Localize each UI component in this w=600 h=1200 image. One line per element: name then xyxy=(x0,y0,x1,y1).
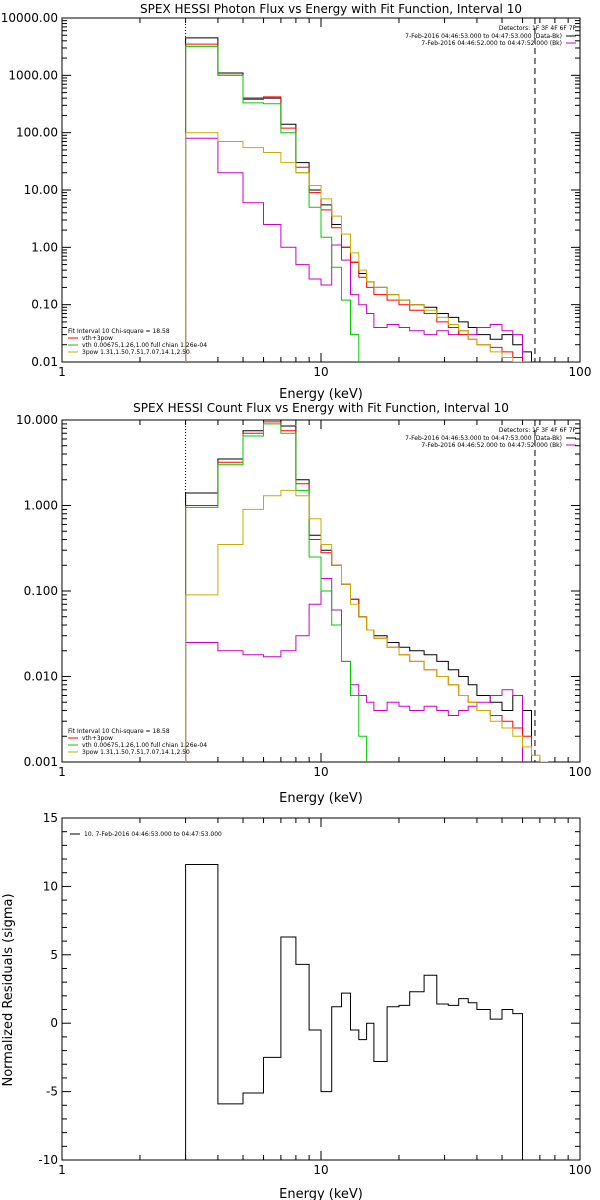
count-y-tick-label: 0.001 xyxy=(24,755,58,769)
count-legend-right-header: Detectors: 1F 3F 4F 6F 7F xyxy=(499,427,577,434)
count-legend-right-entry: 7-Feb-2016 04:46:52.000 to 04:47:52.000 … xyxy=(421,442,562,449)
photon-flux-panel: SPEX HESSI Photon Flux vs Energy with Fi… xyxy=(1,2,592,402)
resid-y-tick-label: 5 xyxy=(50,948,58,962)
photon-legend-right-header: Detectors: 1F 3F 4F 6F 7F xyxy=(499,25,577,32)
count-x-tick-label: 10 xyxy=(313,765,328,779)
resid-x-tick-label: 1 xyxy=(58,1163,66,1177)
count-y-tick-label: 0.100 xyxy=(24,584,58,598)
photon-series-group xyxy=(185,37,532,362)
photon-series-bk xyxy=(185,137,523,362)
photon-x-tick-label: 1 xyxy=(58,365,66,379)
photon-series-vth-3pow xyxy=(185,43,532,362)
photon-y-tick-label: 10.00 xyxy=(24,183,58,197)
resid-plot-frame xyxy=(61,817,581,1161)
resid-x-tick-label: 100 xyxy=(569,1163,592,1177)
photon-flux-title: SPEX HESSI Photon Flux vs Energy with Fi… xyxy=(140,2,522,16)
count-legend-left-entry: 3pow 1.31,1.50,7.51,7.07,14.1,2.50 xyxy=(82,749,190,756)
resid-y-tick-label: 15 xyxy=(43,811,58,825)
count-series-group xyxy=(185,420,549,762)
photon-legend-left-header: Fit Interval 10 Chi-square = 18.58 xyxy=(68,328,170,335)
resid-x-tick-label: 10 xyxy=(313,1163,328,1177)
residuals-panel: Energy (keV) Normalized Residuals (sigma… xyxy=(1,811,591,1200)
resid-series-group xyxy=(185,864,523,1160)
photon-legend-left-entry: vth+3pow xyxy=(82,335,113,342)
count-legend-left-entry: vth 0.00675,1.26,1.00 full chian 1.26e-0… xyxy=(82,742,207,749)
photon-series-vth xyxy=(185,45,360,362)
photon-legend-right-entry: 7-Feb-2016 04:46:53.000 to 04:47:53.000 … xyxy=(405,33,562,40)
count-series-vth xyxy=(185,423,368,762)
resid-legend-entry: 10. 7-Feb-2016 04:46:53.000 to 04:47:53.… xyxy=(84,831,222,838)
count-y-tick-label: 0.010 xyxy=(24,670,58,684)
count-x-tick-label: 1 xyxy=(58,765,66,779)
photon-series-data-bk xyxy=(185,37,532,362)
count-legend-right-entry: 7-Feb-2016 04:46:53.000 to 04:47:53.000 … xyxy=(405,435,562,442)
photon-legend-right-entry: 7-Feb-2016 04:46:52.000 to 04:47:52.000 … xyxy=(421,40,562,47)
photon-y-tick-label: 10000.00 xyxy=(1,11,58,25)
count-flux-xlabel: Energy (keV) xyxy=(279,791,363,806)
photon-legend-left-entry: vth 0.00675,1.26,1.00 full chian 1.26e-0… xyxy=(82,342,207,349)
count-series-data-bk xyxy=(185,420,532,762)
photon-x-tick-label: 100 xyxy=(569,365,592,379)
resid-y-tick-label: 0 xyxy=(50,1016,58,1030)
residuals-xlabel: Energy (keV) xyxy=(279,1187,363,1200)
count-y-tick-label: 10.000 xyxy=(16,413,58,427)
photon-x-tick-label: 10 xyxy=(313,365,328,379)
count-series-bk xyxy=(185,578,523,762)
resid-series-10-7-feb-2016-04-46-53-000-to-04-47-53-000 xyxy=(185,864,523,1160)
photon-legend-left-entry: 3pow 1.31,1.50,7.51,7.07,14.1,2.50 xyxy=(82,349,190,356)
count-legend-left-entry: vth+3pow xyxy=(82,735,113,742)
residuals-ylabel: Normalized Residuals (sigma) xyxy=(1,893,16,1086)
count-flux-panel: SPEX HESSI Count Flux vs Energy with Fit… xyxy=(16,401,591,806)
photon-y-tick-label: 0.10 xyxy=(31,298,58,312)
resid-y-tick-label: -5 xyxy=(46,1085,58,1099)
resid-y-tick-label: -10 xyxy=(38,1153,58,1167)
photon-y-tick-label: 1.00 xyxy=(31,240,58,254)
count-legend-left-header: Fit Interval 10 Chi-square = 18.58 xyxy=(68,728,170,735)
photon-y-tick-label: 100.00 xyxy=(16,126,58,140)
photon-flux-xlabel: Energy (keV) xyxy=(279,387,363,402)
count-flux-title: SPEX HESSI Count Flux vs Energy with Fit… xyxy=(133,401,509,415)
count-series-3pow xyxy=(185,489,549,762)
photon-series-3pow xyxy=(185,132,523,362)
photon-y-tick-label: 1000.00 xyxy=(8,68,58,82)
count-y-tick-label: 1.000 xyxy=(24,499,58,513)
count-x-tick-label: 100 xyxy=(569,765,592,779)
resid-y-tick-label: 10 xyxy=(43,879,58,893)
photon-y-tick-label: 0.01 xyxy=(31,355,58,369)
